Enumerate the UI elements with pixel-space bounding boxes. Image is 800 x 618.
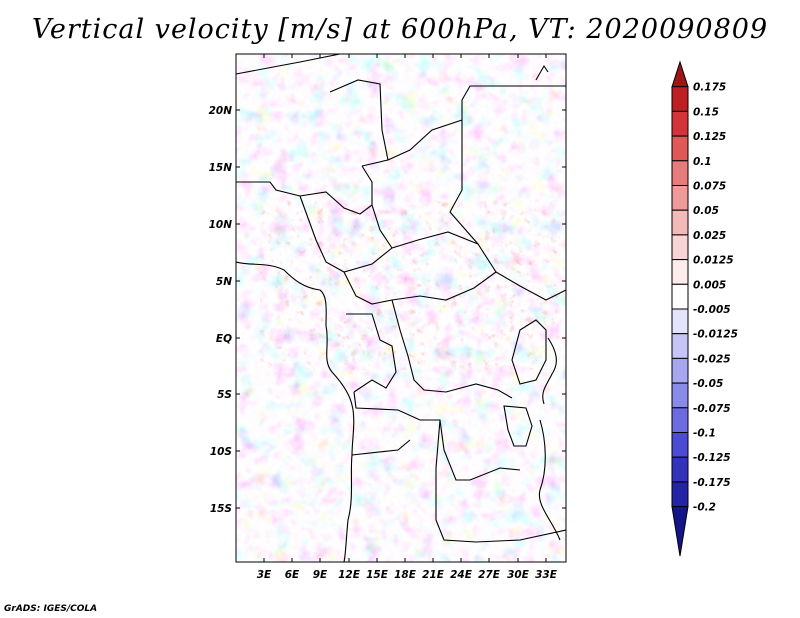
- lon-label: 3E: [257, 569, 272, 581]
- colorbar-label: 0.175: [693, 82, 726, 94]
- colorbar-label: 0.1: [693, 156, 712, 168]
- velocity-field: [236, 54, 566, 562]
- colorbar-label: 0.125: [693, 131, 726, 143]
- colorbar-label: 0.15: [693, 106, 719, 118]
- colorbar-swatch: [671, 357, 689, 384]
- colorbar-label: -0.005: [693, 304, 731, 316]
- lat-label: 5N: [216, 276, 232, 288]
- colorbar-label: -0.125: [693, 452, 731, 464]
- coastlines-borders: [236, 54, 566, 562]
- colorbar-label: 0.025: [693, 230, 726, 242]
- lon-label: 24E: [450, 569, 473, 581]
- colorbar-swatch: [671, 185, 689, 211]
- colorbar-swatch: [671, 308, 689, 335]
- colorbar-label: -0.1: [693, 428, 716, 440]
- latitude-labels: 20N 15N 10N 5N EQ 5S 10S 15S: [209, 105, 233, 515]
- lon-label: 21E: [422, 569, 445, 581]
- colorbar-label: 0.075: [693, 181, 726, 193]
- colorbar-label: 0.0125: [693, 255, 734, 267]
- lon-label: 18E: [394, 569, 417, 581]
- colorbar-swatch: [671, 481, 689, 508]
- lat-label: 15N: [209, 162, 233, 174]
- lon-label: 15E: [366, 569, 389, 581]
- colorbar-label: -0.175: [693, 477, 731, 489]
- colorbar-label: 0.005: [693, 279, 726, 291]
- colorbar-swatch: [671, 407, 689, 433]
- lat-label: 20N: [209, 105, 233, 117]
- lon-label: 9E: [313, 569, 328, 581]
- colorbar-swatch: [671, 160, 689, 187]
- colorbar-arrow-top: [671, 60, 689, 88]
- colorbar-swatch: [671, 234, 689, 261]
- colorbar-swatch: [671, 259, 689, 285]
- longitude-labels: 3E 6E 9E 12E 15E 18E 21E 24E 27E 30E 33E: [257, 569, 558, 581]
- lat-label: 5S: [217, 389, 232, 401]
- colorbar-label: 0.05: [693, 205, 719, 217]
- plot-frame: [235, 53, 567, 563]
- colorbar-label: -0.025: [693, 353, 731, 365]
- colorbar-swatch: [671, 432, 689, 458]
- colorbar-swatch: [671, 135, 689, 162]
- axis-ticks: [236, 54, 566, 562]
- lon-label: 6E: [285, 569, 300, 581]
- colorbar-swatch: [671, 456, 689, 483]
- colorbar-swatch: [671, 110, 689, 137]
- lat-label: 15S: [210, 503, 232, 515]
- grads-credit: GrADS: IGES/COLA: [4, 604, 98, 614]
- lat-label: EQ: [216, 333, 232, 345]
- lat-label: 10N: [209, 219, 233, 231]
- lon-label: 27E: [478, 569, 501, 581]
- colorbar-label: -0.2: [693, 502, 716, 514]
- colorbar-swatch: [671, 209, 689, 236]
- colorbar-label: -0.05: [693, 378, 723, 390]
- colorbar-label: -0.0125: [693, 329, 738, 341]
- colorbar-swatch: [671, 382, 689, 409]
- lon-label: 30E: [507, 569, 530, 581]
- lon-label: 33E: [535, 569, 558, 581]
- colorbar-swatch: [671, 333, 689, 359]
- colorbar-swatch: [671, 86, 689, 112]
- colorbar-arrow-bottom: [671, 506, 689, 557]
- lon-label: 12E: [338, 569, 361, 581]
- colorbar-swatch: [671, 283, 689, 310]
- chart-title: Vertical velocity [m/s] at 600hPa, VT: 2…: [31, 14, 769, 45]
- colorbar: 0.175 0.15 0.125 0.1 0.075 0.05 0.025 0.0125 0.0…: [671, 60, 738, 557]
- colorbar-label: -0.075: [693, 403, 731, 415]
- lat-label: 10S: [210, 446, 232, 458]
